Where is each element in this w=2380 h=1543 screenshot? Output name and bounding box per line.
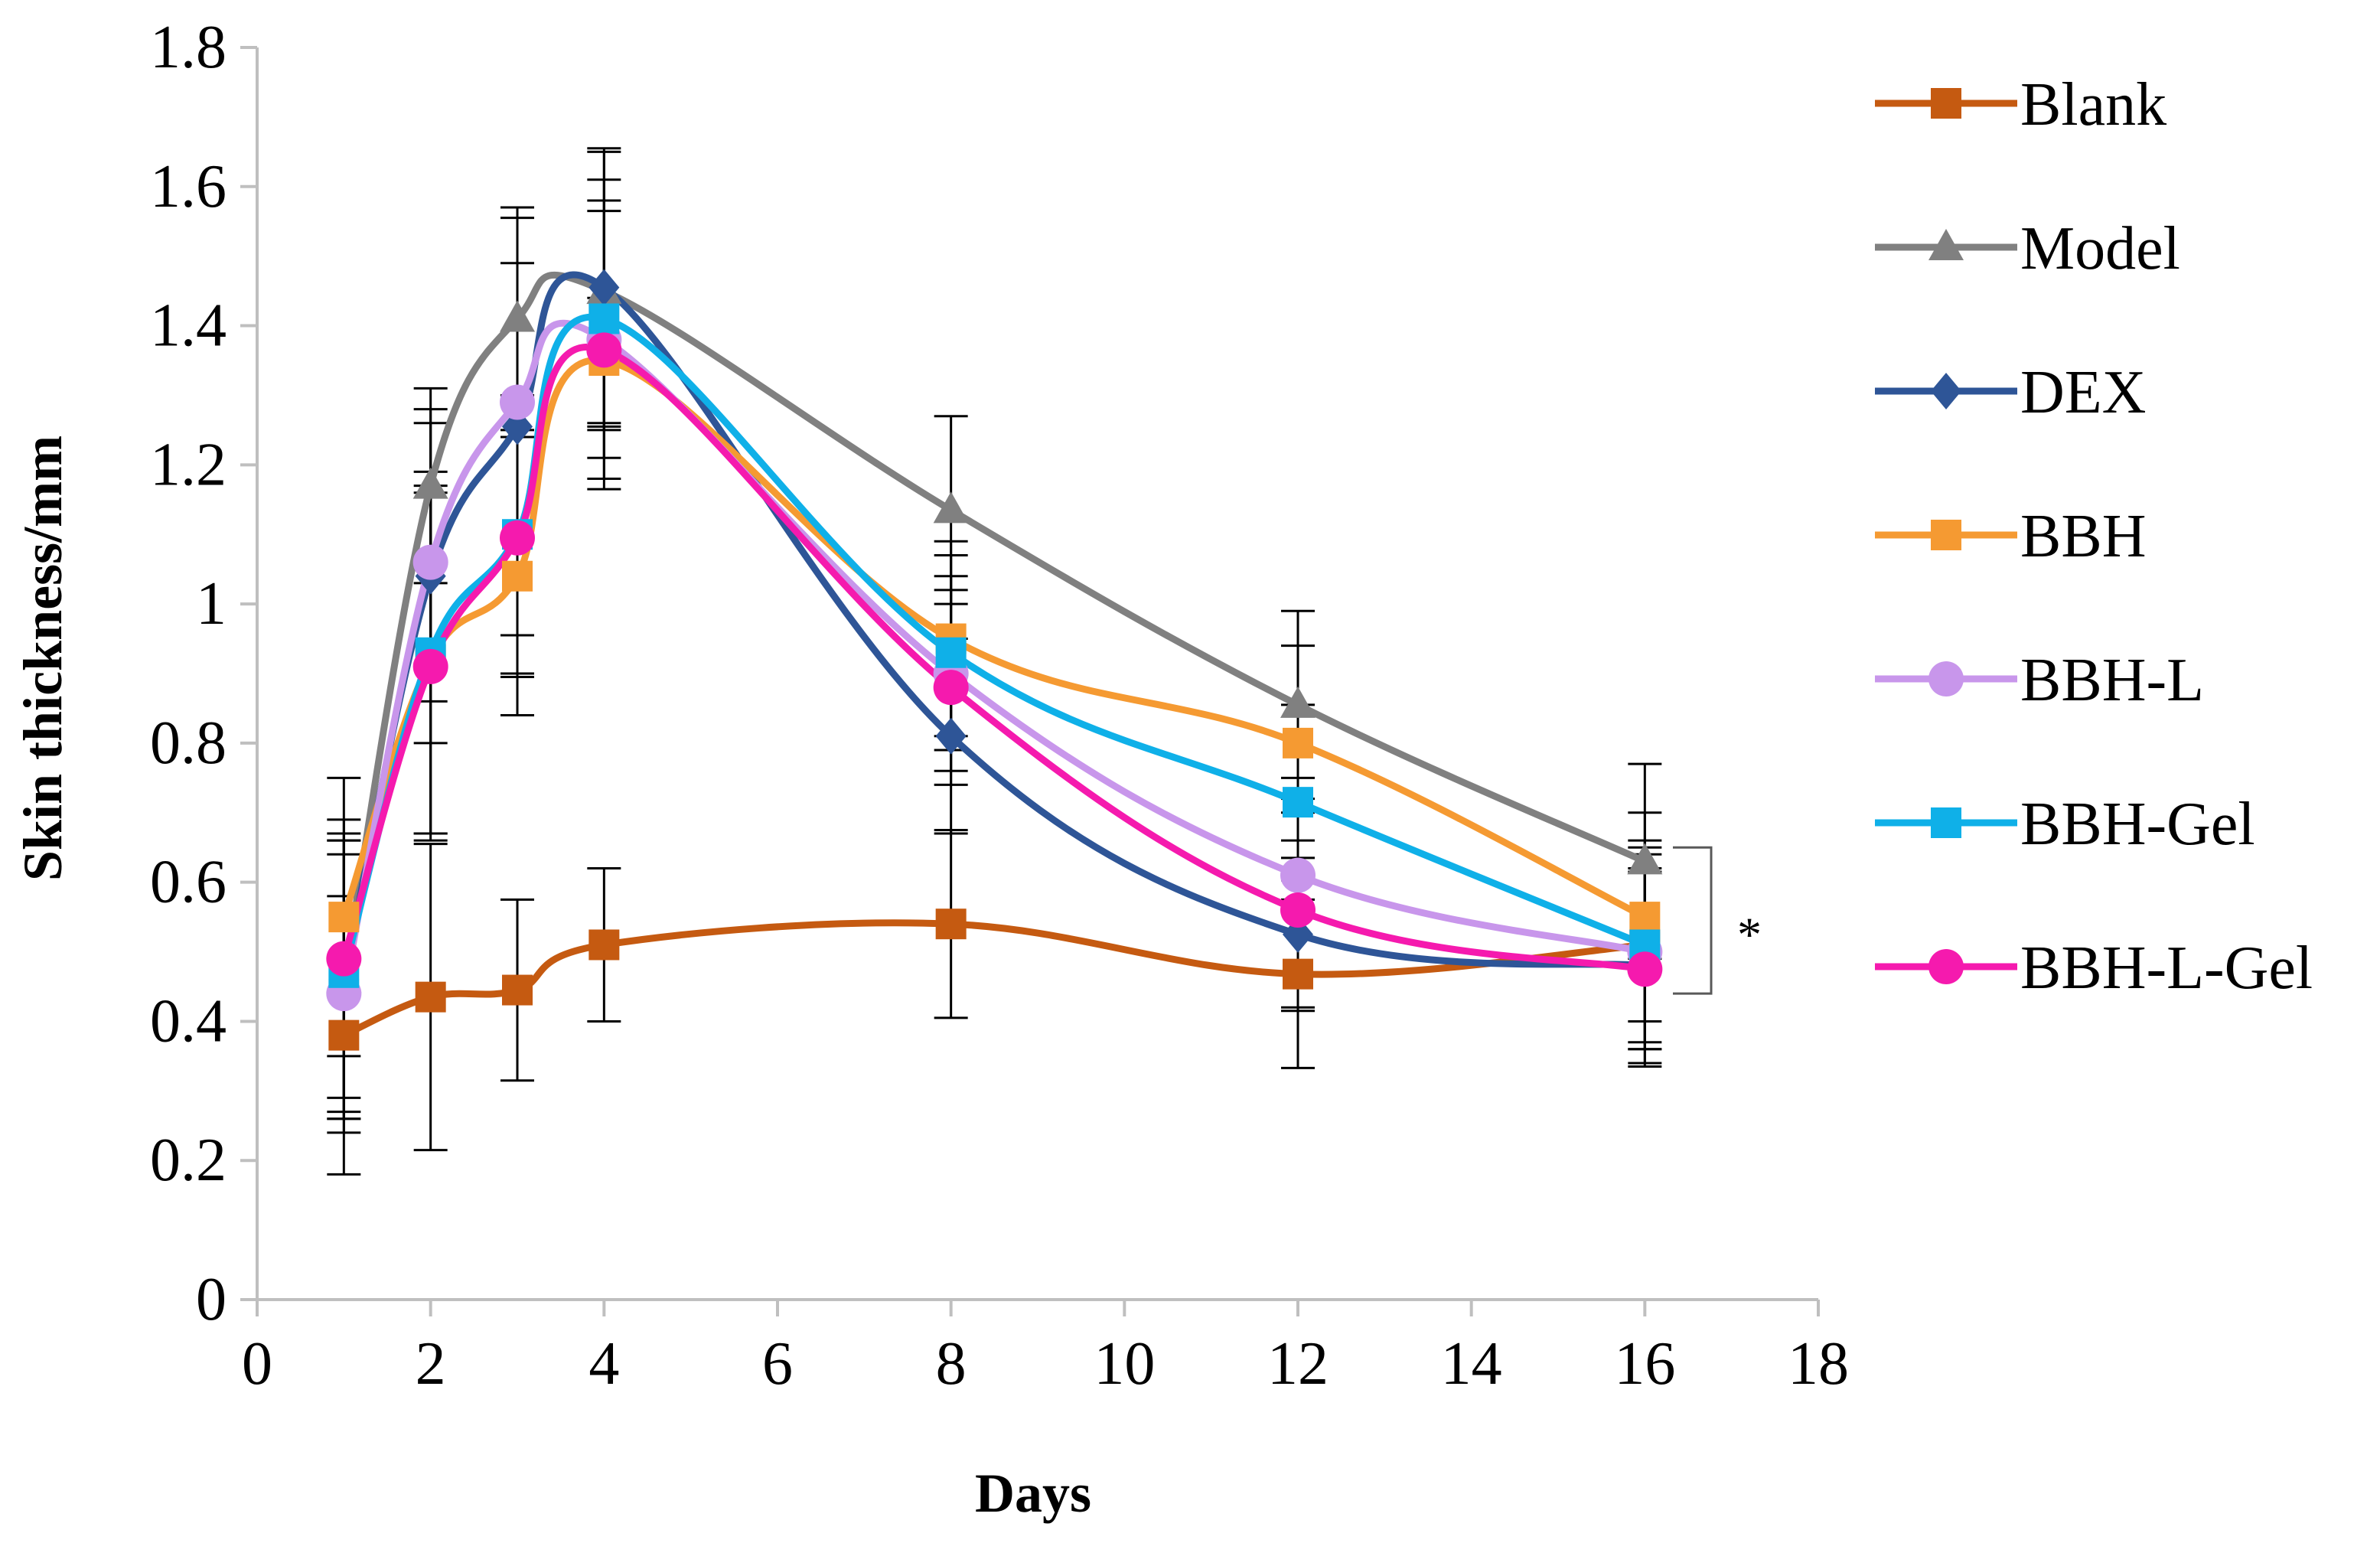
significance-bracket — [1673, 846, 1713, 995]
x-tick-label: 10 — [1094, 1330, 1155, 1398]
x-tick-label: 4 — [588, 1330, 619, 1398]
legend-label-blank: Blank — [2020, 71, 2166, 139]
legend-item-bbh-gel[interactable]: BBH-Gel — [1875, 791, 2255, 858]
series-line-model — [340, 271, 1648, 984]
legend-item-bbh-l-gel[interactable]: BBH-L-Gel — [1875, 935, 2313, 1002]
legend-marker-blank — [1931, 88, 1961, 119]
legend-label-bbh: BBH — [2020, 503, 2147, 570]
data-point-bbh-l-gel — [1280, 892, 1316, 928]
x-tick-label: 16 — [1614, 1330, 1675, 1398]
y-tick-label: 1.6 — [150, 153, 227, 220]
x-tick-label: 8 — [936, 1330, 967, 1398]
x-tick-label: 6 — [762, 1330, 793, 1398]
legend-label-bbh-gel: BBH-Gel — [2020, 791, 2255, 858]
x-tick-label: 0 — [242, 1330, 272, 1398]
y-tick-label: 0.8 — [150, 710, 227, 777]
series-group — [340, 271, 1648, 1039]
legend-marker-dex — [1931, 373, 1961, 409]
data-point-bbh — [328, 902, 360, 933]
x-tick-label: 14 — [1441, 1330, 1502, 1398]
data-point-model — [1280, 686, 1316, 718]
y-tick-label: 0.6 — [150, 849, 227, 916]
legend-marker-bbh — [1931, 520, 1961, 550]
y-tick-label: 1 — [196, 570, 227, 638]
y-tick-label: 0.4 — [150, 987, 227, 1055]
data-point-bbh-l-gel — [500, 520, 535, 556]
data-point-bbh-l — [1280, 857, 1316, 893]
data-point-blank — [1283, 958, 1313, 990]
y-tick-label: 0.2 — [150, 1127, 227, 1194]
data-point-model — [412, 467, 448, 499]
legend-marker-bbh-l — [1928, 661, 1964, 696]
x-tick-label: 12 — [1267, 1330, 1329, 1398]
data-point-bbh-l — [412, 544, 448, 580]
series-line-bbh-gel — [340, 313, 1648, 977]
data-point-bbh — [1629, 902, 1661, 933]
y-tick-label: 1.2 — [150, 431, 227, 498]
data-point-blank — [935, 909, 967, 940]
markers-group — [326, 269, 1663, 1051]
series-line-blank — [340, 919, 1648, 1039]
data-point-bbh-gel — [935, 637, 967, 668]
data-point-bbh-l-gel — [933, 670, 969, 706]
x-tick-label: 2 — [416, 1330, 446, 1398]
data-point-model — [500, 300, 535, 332]
data-point-bbh-l-gel — [1627, 951, 1663, 987]
legend-item-blank[interactable]: Blank — [1875, 71, 2166, 139]
legend[interactable]: Blank Model DEX BBH BBH-L BBH-Gel BBH-L-Gel — [1875, 71, 2313, 1002]
legend-label-bbh-l-gel: BBH-L-Gel — [2020, 935, 2313, 1002]
data-point-model — [933, 491, 969, 524]
data-point-blank — [328, 1019, 360, 1051]
data-point-bbh-l — [500, 384, 535, 420]
data-point-bbh-l-gel — [412, 648, 448, 684]
axes: 0 0.2 0.4 0.6 0.8 1 1.2 1.4 1.6 1.8 0 2 4 6 8 10 12 14 16 1… — [150, 14, 1849, 1398]
legend-marker-bbh-l-gel — [1928, 949, 1964, 984]
series-line-dex — [340, 271, 1648, 984]
legend-marker-model — [1928, 229, 1964, 260]
x-axis-title: Days — [975, 1463, 1091, 1524]
significance-star: * — [1737, 908, 1762, 962]
legend-label-model: Model — [2020, 215, 2180, 282]
y-tick-label: 1.4 — [150, 292, 227, 360]
x-tick-label: 18 — [1788, 1330, 1849, 1398]
data-point-model — [1627, 843, 1663, 875]
data-point-bbh — [502, 560, 533, 592]
y-tick-label: 0 — [196, 1266, 227, 1333]
legend-label-bbh-l: BBH-L — [2020, 647, 2204, 714]
legend-item-bbh-l[interactable]: BBH-L — [1875, 647, 2204, 714]
data-point-bbh — [1283, 727, 1313, 758]
legend-item-bbh[interactable]: BBH — [1875, 503, 2147, 570]
data-point-bbh-l-gel — [586, 332, 622, 368]
y-tick-label: 1.8 — [150, 14, 227, 81]
data-point-dex — [935, 717, 967, 755]
y-axis-title: Skin thickness/mm — [12, 435, 73, 881]
legend-item-dex[interactable]: DEX — [1875, 359, 2146, 426]
data-point-bbh-l-gel — [326, 941, 362, 977]
data-point-blank — [502, 974, 533, 1006]
significance-annotation: * — [1673, 846, 1762, 995]
legend-item-model[interactable]: Model — [1875, 215, 2180, 282]
legend-label-dex: DEX — [2020, 359, 2146, 426]
data-point-dex — [588, 269, 620, 306]
data-point-blank — [415, 981, 446, 1013]
data-point-blank — [588, 929, 620, 961]
legend-marker-bbh-gel — [1931, 807, 1961, 838]
data-point-bbh-gel — [1283, 787, 1313, 818]
data-point-bbh-gel — [588, 303, 620, 334]
